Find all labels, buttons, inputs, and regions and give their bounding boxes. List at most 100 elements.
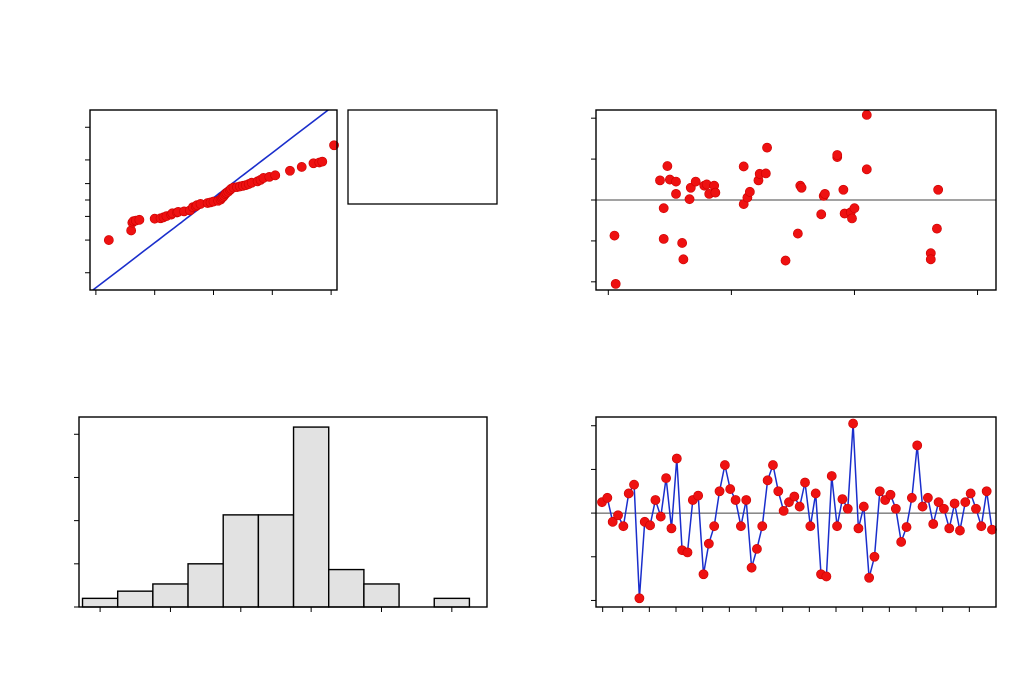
data-point (607, 516, 618, 527)
data-point (928, 519, 939, 529)
data-point (752, 544, 762, 554)
data-point (965, 488, 976, 499)
data-point (912, 440, 923, 451)
plot-frame (595, 416, 997, 608)
data-point (719, 460, 730, 470)
data-point (861, 164, 872, 175)
histogram-bar (328, 568, 365, 608)
data-point (816, 209, 827, 220)
data-point (634, 593, 645, 604)
data-point (800, 477, 810, 488)
data-point (780, 255, 791, 266)
data-point (725, 484, 736, 494)
data-point (658, 233, 669, 244)
data-point (796, 182, 807, 193)
data-point (906, 492, 917, 503)
data-point (736, 521, 746, 532)
data-point (671, 188, 681, 199)
data-point (981, 486, 992, 497)
histogram-bar (363, 583, 400, 608)
data-point (710, 187, 721, 198)
data-point (693, 490, 704, 501)
data-point (932, 223, 942, 234)
histogram-bar (433, 597, 471, 608)
data-point (971, 503, 981, 514)
data-point (838, 184, 849, 195)
legend-box (347, 109, 498, 205)
data-point (944, 523, 955, 534)
data-point (789, 491, 800, 502)
data-point (805, 521, 816, 532)
data-point (762, 475, 773, 486)
data-point (666, 523, 677, 534)
data-point (738, 161, 749, 172)
residual-connecting-line (601, 423, 993, 599)
data-point (629, 479, 639, 490)
data-point (602, 492, 613, 503)
data-point (762, 142, 772, 153)
data-point (842, 503, 853, 514)
data-point (849, 203, 860, 214)
data-point (655, 175, 665, 186)
residuals-versus-fits-plot (591, 109, 997, 295)
histogram-bar (257, 514, 295, 608)
data-point (103, 235, 114, 245)
data-point (922, 492, 933, 503)
data-point (949, 498, 960, 509)
data-point (134, 214, 145, 225)
data-point (714, 486, 725, 497)
histogram-bar (222, 514, 260, 608)
data-point (662, 161, 673, 171)
data-point (746, 562, 757, 573)
data-point (741, 495, 752, 505)
histogram-of-residuals (74, 416, 488, 612)
data-point (832, 521, 842, 532)
data-point (757, 521, 768, 532)
data-point (847, 213, 857, 224)
data-point (296, 162, 307, 172)
data-point (270, 170, 281, 181)
data-point (810, 488, 821, 499)
data-point (650, 495, 661, 505)
data-point (826, 471, 837, 481)
residuals-versus-order-plot (591, 416, 997, 612)
data-point (861, 110, 872, 120)
data-point (744, 186, 755, 197)
data-point (610, 278, 621, 289)
data-point (853, 523, 864, 534)
data-point (896, 537, 907, 547)
data-point (671, 453, 682, 464)
data-point (773, 486, 784, 497)
histogram-bar (187, 563, 224, 608)
data-point (760, 168, 771, 179)
data-point (682, 547, 693, 558)
data-point (778, 506, 789, 516)
normal-probability-plot (85, 109, 339, 295)
data-point (768, 460, 778, 470)
normal-plot-legend-box (347, 109, 498, 205)
histogram-bar (116, 590, 154, 608)
plot-frame (78, 416, 488, 608)
data-point (917, 501, 928, 512)
data-point (960, 497, 971, 508)
data-point (939, 503, 949, 514)
data-point (671, 176, 681, 187)
data-point (661, 473, 672, 484)
data-point (317, 156, 328, 167)
data-point (658, 203, 669, 214)
data-point (684, 194, 695, 205)
data-point (925, 254, 936, 265)
data-point (837, 494, 848, 505)
histogram-bar (81, 597, 119, 608)
data-point (820, 188, 830, 199)
data-point (618, 521, 629, 532)
data-point (613, 510, 623, 521)
data-point (285, 165, 295, 176)
data-point (794, 501, 805, 512)
data-point (821, 571, 832, 582)
data-point (709, 521, 720, 532)
data-point (623, 488, 634, 499)
data-point (955, 525, 965, 536)
data-point (730, 495, 741, 505)
